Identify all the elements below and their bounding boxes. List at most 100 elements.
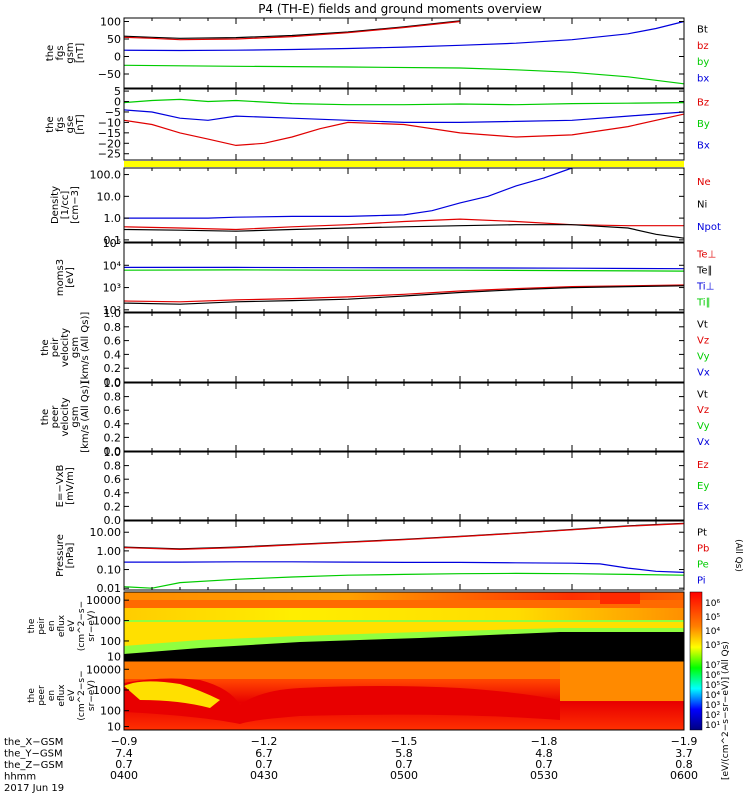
series-fgs_dsl-Bx: [123, 109, 685, 124]
y-axis-label: eV: [67, 689, 77, 702]
x-axis-row-label: the_Y−GSM: [4, 749, 63, 760]
x-axis-value: 0.7: [395, 758, 413, 771]
x-axis-value: 0400: [110, 769, 138, 782]
y-axis-label: peer: [50, 405, 61, 429]
x-axis-row-label: the_Z−GSM: [4, 760, 63, 771]
x-axis-value: −1.5: [391, 735, 418, 748]
y-axis-label: (cm^2−s−: [77, 670, 87, 720]
legend-Te∥: Te∥: [696, 265, 713, 276]
y-tick-label: 0.8: [104, 391, 122, 404]
y-tick-label: 0.4: [104, 418, 122, 431]
colorbar-tick: 10¹: [705, 721, 720, 731]
series-fgs_dsl-By: [123, 98, 685, 106]
colorbar-tick: 10⁶: [705, 671, 720, 681]
legend-by: by: [697, 57, 709, 68]
legend-Ex: Ex: [697, 501, 709, 512]
x-axis-row-label: the_X−GSM: [4, 737, 63, 748]
legend-Bz: Bz: [697, 98, 709, 109]
panel-frame: [123, 242, 685, 313]
y-axis-label: velocity: [60, 328, 71, 367]
y-tick-label: 1.0: [104, 212, 122, 225]
y-axis-label: [cm−3]: [70, 186, 81, 224]
colorbar-tick: 10⁵: [705, 681, 720, 691]
y-axis-label: sr−eV): [87, 610, 97, 641]
y-axis-label: en: [47, 620, 57, 631]
y-tick-label: 10.0: [97, 190, 122, 203]
y-axis-label: [km/s (All Qs)]: [80, 381, 91, 453]
y-axis-label: the: [27, 688, 37, 703]
y-axis-label: [1/cc]: [60, 191, 71, 220]
panel-frame: [123, 451, 685, 521]
y-tick-label: 0.8: [104, 321, 122, 334]
legend-Npot: Npot: [697, 222, 721, 233]
y-tick-label: 0.1: [104, 234, 122, 247]
y-tick-label: 0.8: [104, 460, 122, 473]
series-density-Npot: [124, 167, 573, 219]
y-axis-label: Density: [50, 186, 61, 224]
y-axis-label: eV: [67, 619, 77, 632]
y-tick-label: 0.6: [104, 404, 122, 417]
y-tick-label: −20: [98, 137, 121, 150]
legend-Ne: Ne: [697, 177, 711, 188]
colorbar-tick: 10⁴: [705, 691, 720, 701]
y-tick-label: 1.00: [97, 545, 122, 558]
y-tick-label: 0: [114, 96, 121, 109]
x-axis-value: 7.4: [115, 747, 133, 760]
legend-Vz: Vz: [697, 405, 709, 416]
y-tick-label: 0.6: [104, 335, 122, 348]
y-tick-label: 0.2: [104, 500, 122, 513]
y-tick-label: 10: [107, 651, 121, 664]
panel-fgs_gsm: 100 50 0 −50 the fgs gsm [nT] Bt bz by bx: [45, 16, 709, 89]
series-pressure-Pe: [123, 572, 685, 589]
legend-Vx: Vx: [697, 437, 710, 448]
x-axis-value: 0600: [670, 769, 698, 782]
colorbar-label: [eV/(cm^2−s−sr−eV)] (All Qs): [721, 641, 731, 780]
panel-frame: [123, 17, 685, 89]
legend-Vy: Vy: [697, 352, 710, 363]
y-tick-label: 0.2: [104, 431, 122, 444]
y-axis-label: E=−VxB: [55, 465, 66, 508]
x-axis-row-label: 2017 Jun 19: [4, 783, 64, 794]
legend-Vy: Vy: [697, 421, 710, 432]
colorbar-tick: 10²: [705, 711, 720, 721]
y-tick-label: 1.0: [104, 446, 122, 459]
x-axis-value: 0430: [250, 769, 278, 782]
legend-Ey: Ey: [697, 481, 709, 492]
legend-By: By: [697, 119, 710, 130]
legend-Pe: Pe: [697, 560, 709, 571]
y-tick-label: 100: [100, 16, 121, 29]
y-axis-label: the: [40, 339, 51, 355]
legend-Vt: Vt: [697, 319, 708, 330]
y-axis-label: sr−eV): [87, 680, 97, 711]
y-tick-label: 0.2: [104, 362, 122, 375]
y-tick-label: 10000: [86, 594, 121, 607]
y-axis-label: Pressure: [55, 534, 66, 577]
y-axis-label: the: [27, 618, 37, 633]
x-axis-value: 6.7: [255, 747, 273, 760]
y-axis-label: fgs: [55, 117, 66, 132]
y-tick-label: 0: [114, 51, 121, 64]
y-axis-label: the: [40, 409, 51, 425]
series-fgs_gsm-bx: [123, 20, 685, 52]
y-tick-label: 10.00: [90, 526, 122, 539]
panel-temperature: 10⁵ 10⁴ 10³ 10² moms3 [eV] Te⊥ Te∥ Ti⊥ Ti∥: [55, 237, 716, 317]
x-axis-value: 3.7: [675, 747, 693, 760]
ion-spectrogram-axis: 10000 1000 100 10 the peir en eflux eV (cm^2−s− sr…: [27, 594, 129, 664]
right-axis-label: (All Qs): [733, 539, 743, 572]
legend-Ni: Ni: [697, 199, 707, 210]
y-tick-label: 50: [107, 33, 121, 46]
y-tick-label: −25: [98, 148, 121, 161]
legend-Ez: Ez: [697, 460, 709, 471]
y-axis-label: peir: [37, 617, 47, 635]
series-fgs_gsm-bz: [123, 20, 461, 41]
y-axis-label: velocity: [60, 397, 71, 436]
y-tick-label: 1.0: [104, 377, 122, 390]
y-tick-label: 1.0: [104, 307, 122, 320]
panel-pressure: 10.00 1.00 0.10 0.01 Pressure [nPa] Pt Pb Pe Pi (A…: [55, 520, 743, 595]
x-axis-value: −0.9: [111, 735, 138, 748]
y-tick-label: 1000: [93, 684, 121, 697]
y-axis-label: gsm: [70, 406, 81, 427]
